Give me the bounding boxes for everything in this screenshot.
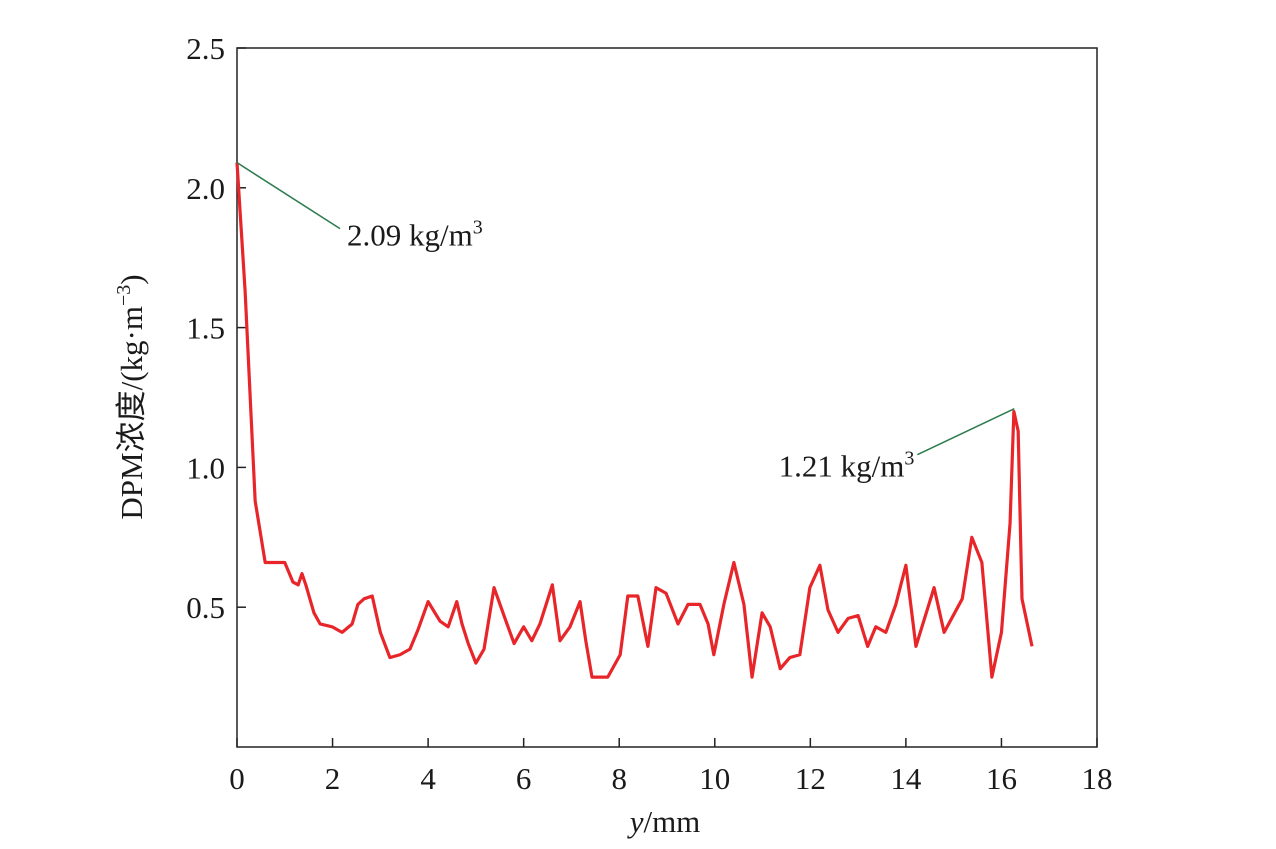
annotation-leader [236,161,341,230]
annotation-label: 2.09 kg/m3 [347,217,483,253]
data-line [235,162,1034,679]
y-tick-label: 2.0 [186,171,225,206]
annotation-leader [917,407,1015,456]
x-tick-label: 8 [611,761,627,796]
x-tick-label: 18 [1082,761,1113,796]
x-tick-label: 16 [986,761,1017,796]
x-axis-label: y/mm [627,804,701,839]
y-axis-label: DPM浓度/(kg·m−3) [113,274,149,519]
x-tick-label: 4 [420,761,436,796]
plot-frame [236,47,1098,748]
annotation-sup: 3 [473,217,483,239]
y-tick-label: 0.5 [186,590,225,625]
annotation-text: 1.21 kg/m [779,449,905,484]
x-tick-label: 10 [699,761,730,796]
x-tick-label: 12 [795,761,826,796]
x-tick-label: 2 [325,761,341,796]
y-tick-label: 2.5 [186,31,225,66]
y-tick-label: 1.0 [186,450,225,485]
annotation-label: 1.21 kg/m3 [779,448,915,484]
annotation-sup: 3 [904,448,914,470]
annotation-text: 2.09 kg/m [347,218,473,253]
x-tick-label: 14 [890,761,922,796]
x-tick-label: 6 [516,761,532,796]
y-tick-label: 1.5 [186,311,225,346]
x-tick-label: 0 [229,761,245,796]
